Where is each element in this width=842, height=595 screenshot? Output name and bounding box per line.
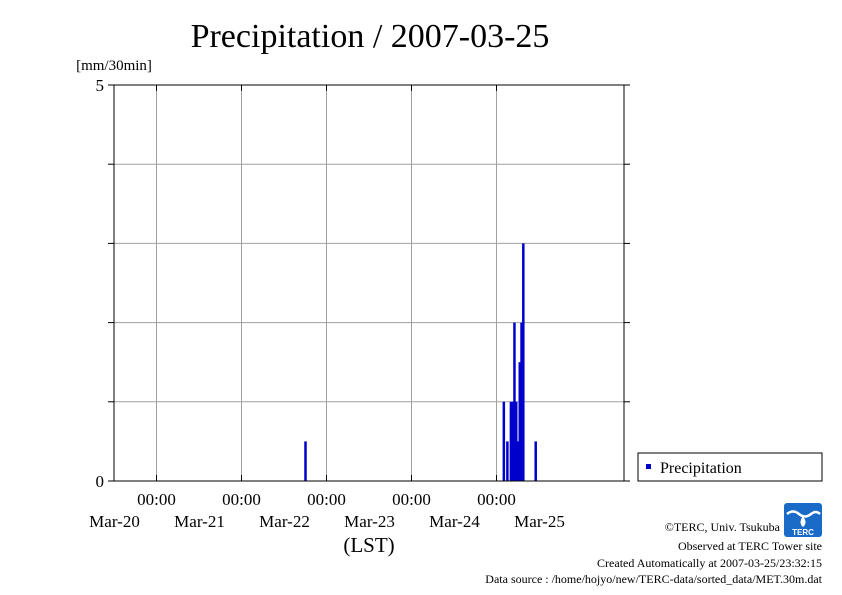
precipitation-bar <box>304 441 307 481</box>
precipitation-bar <box>509 401 513 481</box>
y-axis-unit-label: [mm/30min] <box>76 58 152 74</box>
legend-swatch <box>646 464 651 469</box>
x-tick-date-label: Mar-21 <box>174 512 225 531</box>
chart-title: Precipitation / 2007-03-25 <box>191 18 550 55</box>
x-tick-hour-label: 00:00 <box>222 490 261 509</box>
x-tick-hour-label: 00:00 <box>137 490 176 509</box>
x-tick-date-label: Mar-24 <box>429 512 480 531</box>
precipitation-bar <box>514 401 518 481</box>
x-tick-date-label: Mar-20 <box>89 512 140 531</box>
y-tick-label: 0 <box>96 472 105 491</box>
y-tick-labels: 05 <box>96 76 105 491</box>
grid-lines <box>114 85 624 481</box>
plot-frame <box>113 84 625 482</box>
precipitation-bar <box>502 401 506 481</box>
x-tick-labels: 00:00 00:00 00:00 00:00 00:00 Mar-20 Mar-21 Mar… <box>89 490 565 531</box>
logo-text: TERC <box>792 528 814 537</box>
logo-drop-icon <box>800 516 806 527</box>
precipitation-bar <box>516 441 520 481</box>
legend-box <box>637 452 823 482</box>
precipitation-bar <box>511 401 514 481</box>
data-source-text: Data source : /home/hojyo/new/TERC-data/… <box>485 572 822 586</box>
precipitation-bar <box>520 322 523 481</box>
copyright-text: ©TERC, Univ. Tsukuba <box>665 520 781 534</box>
legend: Precipitation <box>637 452 823 482</box>
terc-logo: TERC <box>784 503 822 537</box>
x-tick-date-label: Mar-22 <box>259 512 310 531</box>
precipitation-bar <box>513 322 516 481</box>
observed-text: Observed at TERC Tower site <box>678 539 822 553</box>
x-tick-date-label: Mar-23 <box>344 512 395 531</box>
created-text: Created Automatically at 2007-03-25/23:3… <box>597 556 822 570</box>
x-tick-hour-label: 00:00 <box>477 490 516 509</box>
precipitation-bars <box>304 243 537 481</box>
axis-ticks <box>108 84 630 482</box>
precipitation-bar <box>506 441 509 481</box>
precipitation-bar <box>534 441 537 481</box>
precipitation-bar <box>518 362 522 481</box>
y-tick-label: 5 <box>96 76 105 95</box>
x-tick-hour-label: 00:00 <box>307 490 346 509</box>
logo-wave-icon <box>786 510 821 518</box>
x-axis-label: (LST) <box>343 533 394 557</box>
x-tick-hour-label: 00:00 <box>392 490 431 509</box>
x-tick-date-label: Mar-25 <box>514 512 565 531</box>
precipitation-bar <box>522 243 525 481</box>
legend-label: Precipitation <box>660 460 742 477</box>
